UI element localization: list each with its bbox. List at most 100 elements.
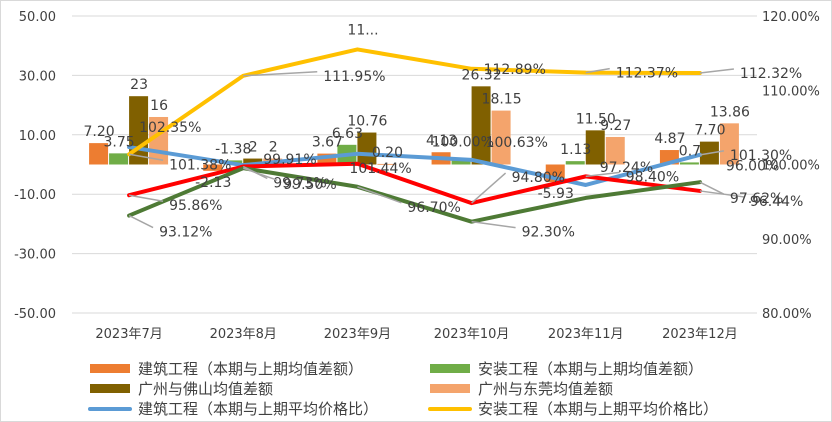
bar-data-label: 10.76 <box>347 114 387 130</box>
x-tick: 2023年9月 <box>324 327 391 342</box>
legend-swatch <box>90 384 130 393</box>
y-right-tick: 80.00% <box>762 307 812 322</box>
line-data-label: 112.89% <box>484 62 546 78</box>
line-data-label: 11... <box>347 22 378 38</box>
legend-label: 安装工程（本期与上期均值差额） <box>478 360 703 378</box>
legend-label: 建筑工程（本期与上期平均价格比） <box>138 400 378 418</box>
line-data-label: 100.00% <box>432 135 494 151</box>
y-left-tick: -10.00 <box>14 188 56 203</box>
bar-data-label: -1.38 <box>215 141 251 157</box>
line-data-label: 112.37% <box>616 66 678 82</box>
bar <box>719 123 739 165</box>
line-data-label: 96.44% <box>750 194 803 210</box>
x-axis: 2023年7月 2023年8月 2023年9月 2023年10月 2023年11月 202… <box>95 327 737 342</box>
x-tick: 2023年11月 <box>548 327 624 342</box>
legend: 建筑工程（本期与上期均值差额） 安装工程（本期与上期均值差额） 广州与佛山均值差额 广… <box>88 360 718 418</box>
bar-data-label: 4.87 <box>654 131 685 147</box>
line-data-label: 99.91% <box>263 152 316 168</box>
line-data-label: 101.38% <box>169 157 231 173</box>
line-data-label: 99.73% <box>273 176 326 192</box>
bar-data-label: 0.20 <box>372 145 403 161</box>
bar-data-label: 2 <box>249 140 258 156</box>
y-right-tick: 90.00% <box>762 233 812 248</box>
line-data-label: 94.80% <box>512 170 565 186</box>
leader-line <box>585 67 610 74</box>
bar <box>491 110 511 165</box>
bar <box>451 158 471 165</box>
bar <box>203 164 223 171</box>
leader-line <box>699 68 735 74</box>
line-data-label: 97.62% <box>730 191 783 207</box>
leader-line <box>128 214 154 229</box>
series-line <box>127 161 702 206</box>
leader-line <box>585 171 620 178</box>
leader-line <box>471 172 507 204</box>
bar-data-label: 7.20 <box>83 124 114 140</box>
bar <box>565 161 585 165</box>
leader-line <box>357 186 402 204</box>
data-labels: 7.20-2.133.67 4.13-5.934.873.75 -1.386.631… <box>83 22 803 240</box>
leader-line <box>128 194 164 202</box>
bar <box>679 162 699 165</box>
bar-data-label: 26.32 <box>462 67 502 83</box>
bar-data-label: 23 <box>130 77 148 93</box>
line-data-label: 99.50% <box>283 177 336 193</box>
bar-data-label: 4.13 <box>426 133 457 149</box>
bar <box>605 136 625 165</box>
leader-line <box>699 181 725 195</box>
line-data-label: 93.12% <box>159 225 212 241</box>
bar-data-label: 13.86 <box>710 104 750 120</box>
bar-data-label: 16 <box>150 98 168 114</box>
line-data-label: 101.44% <box>349 161 411 177</box>
legend-label: 广州与佛山均值差额 <box>138 380 273 398</box>
bar-data-label: 7.70 <box>694 123 725 139</box>
x-tick: 2023年8月 <box>210 327 277 342</box>
legend-swatch <box>430 364 470 373</box>
series-line <box>127 166 702 224</box>
bar <box>585 130 605 165</box>
bar-data-label: -5.93 <box>538 186 574 202</box>
y-right-tick: 110.00% <box>762 84 820 99</box>
bar <box>317 153 337 165</box>
right-axis: 120.00% 110.00% 100.00% 90.00% 80.00% <box>762 10 820 322</box>
legend-label: 安装工程（本期与上期平均价格比） <box>478 400 718 418</box>
line-data-label: 101.30% <box>730 148 792 164</box>
legend-label: 广州与东莞均值差额 <box>478 380 613 398</box>
gridlines <box>72 15 757 314</box>
bar-data-label: 2 <box>269 140 278 156</box>
bar <box>243 158 263 165</box>
bar-data-label: 11.50 <box>576 111 616 127</box>
line-data-label: 97.24% <box>600 160 653 176</box>
line-data-label: 98.40% <box>626 169 679 185</box>
legend-swatch <box>90 364 130 373</box>
legend-swatch <box>430 384 470 393</box>
bar-data-label: 3.75 <box>103 134 134 150</box>
y-left-tick: -30.00 <box>14 248 56 263</box>
series-line <box>127 47 702 157</box>
line-series-group <box>127 47 702 224</box>
line-data-label: 95.86% <box>169 198 222 214</box>
y-left-tick: 10.00 <box>19 129 56 144</box>
bar <box>471 86 491 165</box>
line-data-label: 96.70% <box>407 200 460 216</box>
x-tick: 2023年7月 <box>95 327 162 342</box>
bar-data-label: 1.13 <box>560 142 591 158</box>
bar-data-label: 6.63 <box>332 126 363 142</box>
bar-data-label: 3.67 <box>312 135 343 151</box>
leader-line <box>699 150 725 156</box>
bar-data-label: -2.13 <box>195 175 231 191</box>
x-tick: 2023年10月 <box>434 327 510 342</box>
left-axis: 50.00 30.00 10.00 -10.00 -30.00 -50.00 <box>14 10 56 322</box>
line-data-label: 100.63% <box>486 135 548 151</box>
line-data-label: 102.35% <box>139 120 201 136</box>
legend-label: 建筑工程（本期与上期均值差额） <box>138 360 363 378</box>
line-data-label: 96.00% <box>726 159 779 175</box>
y-right-tick: 120.00% <box>762 10 820 25</box>
y-right-tick: 100.00% <box>762 159 820 174</box>
bar-data-label: 9.27 <box>600 118 631 134</box>
line-data-label: 92.30% <box>522 225 575 241</box>
bar-data-label: 0.7 <box>679 143 701 159</box>
x-tick: 2023年12月 <box>662 327 738 342</box>
y-left-tick: 50.00 <box>19 10 56 25</box>
